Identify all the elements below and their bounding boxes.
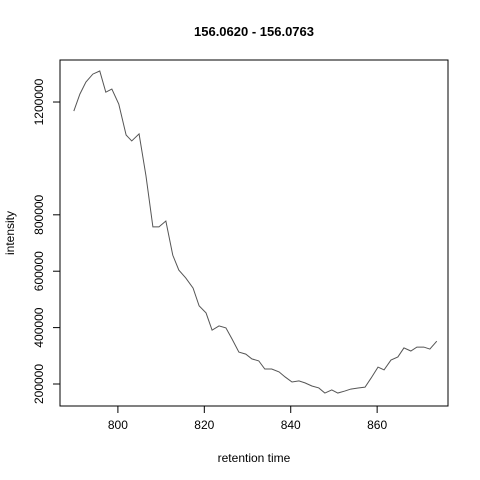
x-axis-label: retention time	[218, 451, 291, 465]
x-tick-label: 800	[108, 418, 128, 432]
y-tick-label: 1200000	[32, 78, 46, 125]
y-tick-label: 600000	[32, 251, 46, 291]
y-tick-label: 800000	[32, 194, 46, 234]
x-tick-label: 820	[194, 418, 214, 432]
y-tick-label: 200000	[32, 364, 46, 404]
plot-frame	[59, 59, 449, 407]
chart-title: 156.0620 - 156.0763	[194, 24, 314, 39]
x-tick-label: 840	[281, 418, 301, 432]
y-axis-label: intensity	[3, 211, 17, 255]
data-line	[73, 70, 438, 394]
y-tick-label: 400000	[32, 307, 46, 347]
x-tick-label: 860	[367, 418, 387, 432]
